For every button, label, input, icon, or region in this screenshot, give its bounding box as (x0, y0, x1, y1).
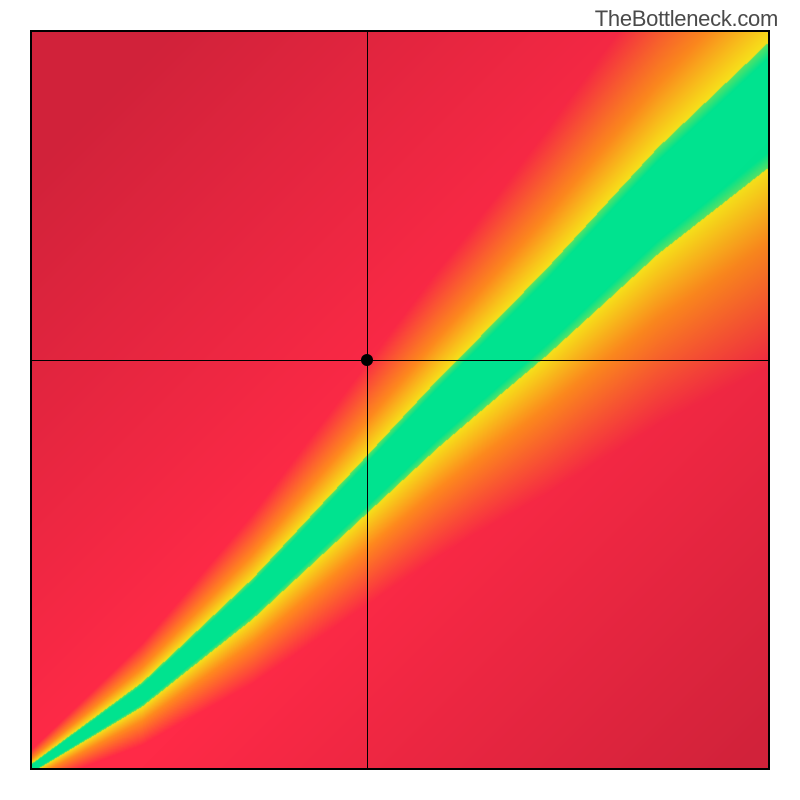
heatmap-canvas (32, 32, 768, 768)
plot-area (30, 30, 770, 770)
chart-container: TheBottleneck.com (0, 0, 800, 800)
watermark-text: TheBottleneck.com (595, 6, 778, 32)
